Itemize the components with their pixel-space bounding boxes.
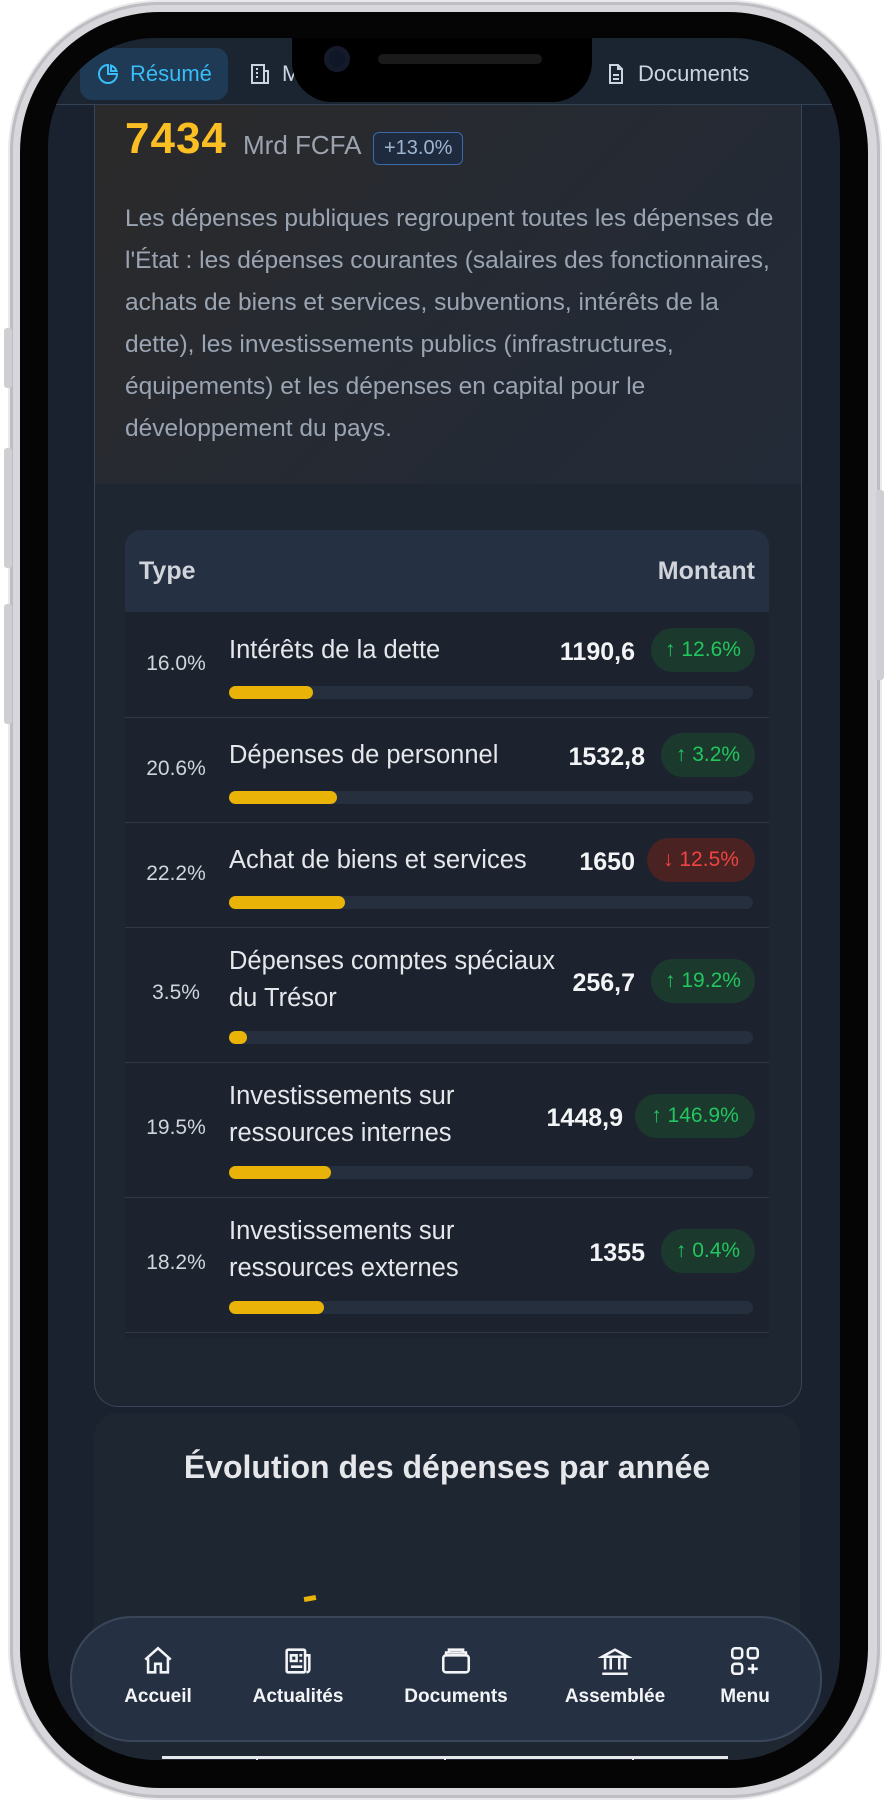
row-share-fill xyxy=(229,686,313,699)
row-change-badge: ↓ 12.5% xyxy=(647,838,755,882)
folder-icon xyxy=(441,1648,471,1674)
nav-actualites[interactable]: Actualités xyxy=(238,1644,358,1708)
row-share-bar xyxy=(229,686,753,699)
chart-tick xyxy=(632,1756,634,1760)
tab-label: Documents xyxy=(638,61,750,86)
pie-chart-icon xyxy=(98,63,119,84)
table-row[interactable]: 16.0% Intérêts de la dette 1190,6 ↑ 12.6… xyxy=(125,612,769,718)
total-spending-unit: Mrd FCFA xyxy=(243,130,362,160)
nav-assemblee[interactable]: Assemblée xyxy=(550,1644,680,1708)
row-amount: 1355 xyxy=(589,1239,645,1267)
row-percentage: 22.2% xyxy=(146,862,206,885)
institution-icon xyxy=(598,1648,632,1676)
table-row[interactable]: 22.2% Achat de biens et services 1650 ↓ … xyxy=(125,822,769,928)
column-header-amount: Montant xyxy=(657,556,755,585)
nav-accueil[interactable]: Accueil xyxy=(108,1644,208,1708)
spending-table-card: Type Montant 16.0% Intérêts de la dette … xyxy=(94,484,802,1407)
evolution-chart-title: Évolution des dépenses par année xyxy=(183,1449,711,1485)
nav-label: Documents xyxy=(404,1686,508,1707)
summary-description: Les dépenses publiques regroupent toutes… xyxy=(125,205,774,442)
table-row[interactable]: 3.5% Dépenses comptes spéciaux du Trésor… xyxy=(125,927,769,1063)
side-button-left-bottom xyxy=(4,604,12,724)
row-label: Achat de biens et services xyxy=(229,846,527,874)
growth-badge: +13.0% xyxy=(373,132,464,165)
table-row[interactable]: 20.6% Dépenses de personnel 1532,8 ↑ 3.2… xyxy=(125,717,769,823)
nav-label: Accueil xyxy=(124,1686,192,1707)
row-amount: 1532,8 xyxy=(568,743,645,771)
row-change-badge: ↑ 12.6% xyxy=(651,628,755,672)
tab-resume[interactable]: Résumé xyxy=(80,48,228,100)
earpiece-speaker xyxy=(378,54,542,64)
row-label: Investissements sur ressources internes xyxy=(229,1082,455,1147)
spending-table: Type Montant 16.0% Intérêts de la dette … xyxy=(125,530,769,1338)
column-header-type: Type xyxy=(139,556,196,585)
building-icon xyxy=(251,64,269,84)
grid-plus-icon xyxy=(730,1646,760,1676)
row-label: Dépenses de personnel xyxy=(229,741,499,769)
nav-documents[interactable]: Documents xyxy=(386,1644,526,1708)
row-change-badge: ↑ 0.4% xyxy=(661,1229,755,1273)
row-change-badge: ↑ 19.2% xyxy=(651,959,755,1003)
chart-tick xyxy=(256,1756,258,1760)
row-share-fill xyxy=(229,1301,324,1314)
nav-label: Menu xyxy=(720,1686,770,1707)
home-icon xyxy=(144,1646,172,1674)
row-label: Dépenses comptes spéciaux du Trésor xyxy=(229,947,556,1012)
table-header: Type Montant xyxy=(125,530,769,612)
row-share-bar xyxy=(229,1301,753,1314)
row-amount: 256,7 xyxy=(572,969,635,997)
nav-label: Assemblée xyxy=(564,1686,666,1707)
row-share-bar xyxy=(229,791,753,804)
row-amount: 1190,6 xyxy=(559,638,635,666)
row-share-fill xyxy=(229,791,337,804)
chart-line-fragment xyxy=(303,1594,317,1603)
newspaper-icon xyxy=(285,1648,311,1674)
bottom-navigation: Accueil Actualités Documents Assemblée M… xyxy=(70,1616,822,1742)
document-icon xyxy=(609,64,623,84)
row-share-fill xyxy=(229,896,345,909)
side-button-left-top xyxy=(4,328,12,388)
row-change-badge: ↑ 3.2% xyxy=(661,733,755,777)
row-share-fill xyxy=(229,1166,331,1179)
tab-label: Résumé xyxy=(130,61,212,86)
row-share-bar xyxy=(229,1166,753,1179)
tab-documents[interactable]: Documents xyxy=(604,48,749,100)
row-percentage: 16.0% xyxy=(146,652,206,675)
summary-card: 7434 Mrd FCFA +13.0% Les dépenses publiq… xyxy=(94,104,802,485)
row-percentage: 3.5% xyxy=(152,981,200,1004)
row-share-fill xyxy=(229,1031,247,1044)
row-share-bar xyxy=(229,896,753,909)
row-share-bar xyxy=(229,1031,753,1044)
chart-tick xyxy=(444,1756,446,1760)
row-percentage: 18.2% xyxy=(146,1251,206,1274)
total-spending-value: 7434 xyxy=(125,114,227,163)
row-change-badge: ↑ 146.9% xyxy=(635,1094,755,1138)
row-amount: 1650 xyxy=(579,848,635,876)
nav-menu[interactable]: Menu xyxy=(700,1644,790,1708)
side-button-right xyxy=(876,490,884,680)
front-camera xyxy=(324,46,350,72)
app-screen: 7434 Mrd FCFA +13.0% Les dépenses publiq… xyxy=(48,38,840,1760)
row-label: Investissements sur ressources externes xyxy=(229,1217,459,1282)
table-row[interactable]: 18.2% Investissements sur ressources ext… xyxy=(125,1197,769,1333)
side-button-left-mid xyxy=(4,448,12,568)
table-row[interactable]: 19.5% Investissements sur ressources int… xyxy=(125,1062,769,1198)
row-amount: 1448,9 xyxy=(546,1104,623,1132)
nav-label: Actualités xyxy=(252,1686,344,1707)
row-percentage: 19.5% xyxy=(146,1116,206,1139)
row-label: Intérêts de la dette xyxy=(229,636,441,664)
row-percentage: 20.6% xyxy=(146,757,206,780)
